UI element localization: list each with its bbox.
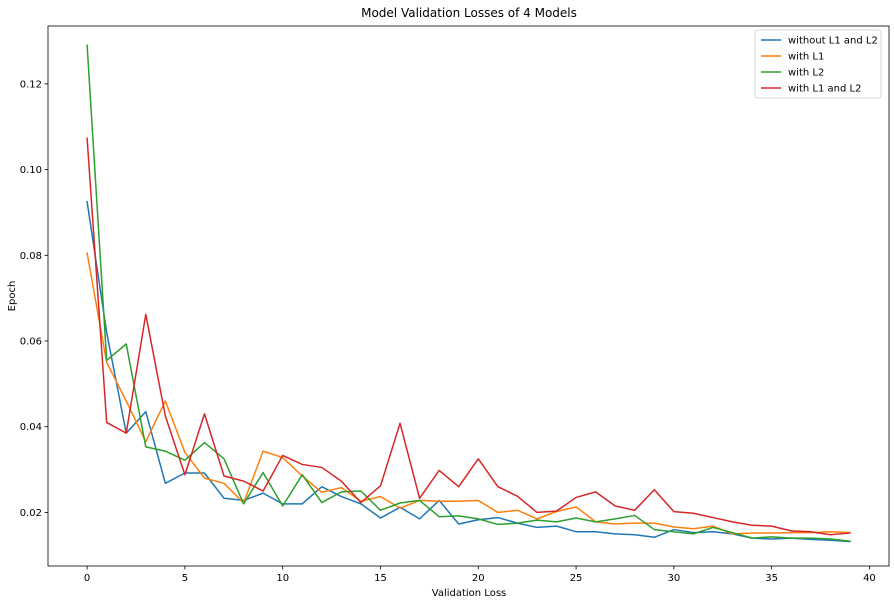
y-tick-label: 0.08 [20,251,42,262]
y-tick-label: 0.02 [20,508,42,519]
series-line-4 [86,137,851,536]
legend-label-4: with L1 and L2 [788,84,861,95]
series-line-2 [86,252,851,535]
x-tick-label: 5 [182,573,188,584]
legend-box [754,29,882,99]
x-tick-label: 35 [765,573,778,584]
legend-label-1: without L1 and L2 [788,36,878,47]
chart-title: Model Validation Losses of 4 Models [361,6,577,20]
x-tick-label: 40 [863,573,876,584]
y-axis-label: Epoch [7,281,18,312]
x-tick-label: 25 [570,573,583,584]
y-tick-label: 0.10 [20,165,42,176]
legend-label-2: with L1 [788,52,824,63]
y-tick-label: 0.06 [20,337,42,348]
legend-label-3: with L2 [788,68,824,79]
x-tick-label: 30 [667,573,680,584]
axes-frame [47,25,890,567]
x-tick-label: 10 [276,573,289,584]
series-line-1 [86,200,851,543]
x-tick-label: 15 [374,573,387,584]
plot-area: 0 5 10 15 20 25 30 35 40 0.02 0.04 0.06 0.08 0.10 0.12… [20,25,890,584]
series-line-3 [86,44,851,542]
y-tick-label: 0.12 [20,79,42,90]
x-tick-label: 20 [472,573,485,584]
x-axis-label: Validation Loss [432,588,507,599]
x-tick-label: 0 [84,573,90,584]
y-tick-label: 0.04 [20,422,42,433]
legend: without L1 and L2 with L1 with L2 with L1 a… [754,29,882,99]
